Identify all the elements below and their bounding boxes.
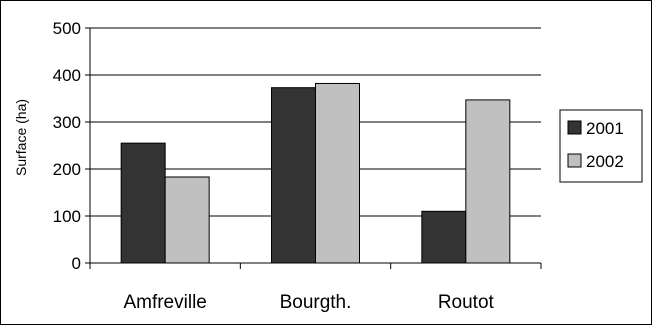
legend-swatch-2002: [567, 153, 582, 168]
bar-2001-routot: [421, 210, 467, 264]
x-tick-labels: Amfreville Bourgth. Routot: [123, 292, 494, 313]
legend-swatch-2001: [567, 120, 582, 135]
y-tick-label: 100: [53, 207, 81, 226]
bar-2002-amfreville: [164, 176, 210, 264]
bar-2002-routot: [465, 99, 511, 264]
y-tick-labels: 0 100 200 300 400 500: [53, 19, 81, 273]
bars: [120, 82, 511, 264]
y-tick-label: 0: [72, 254, 81, 273]
y-tick-label: 200: [53, 160, 81, 179]
bar-2001-bourgth: [271, 87, 316, 264]
legend: 2001 2002: [559, 109, 643, 183]
legend-box: [559, 109, 643, 183]
y-tick-label: 300: [53, 113, 81, 132]
bar-2002-bourgth: [315, 82, 360, 264]
y-tick-label: 500: [53, 19, 81, 38]
y-axis-label: Surface (ha): [13, 99, 29, 176]
x-tick-label: Amfreville: [123, 292, 206, 313]
legend-label-2001: 2001: [586, 119, 624, 138]
axes: [85, 27, 542, 269]
bar-2001-amfreville: [120, 142, 166, 264]
legend-label-2002: 2002: [586, 152, 624, 171]
x-tick-label: Routot: [438, 292, 495, 313]
y-tick-label: 400: [53, 66, 81, 85]
x-tick-label: Bourgth.: [280, 292, 352, 313]
